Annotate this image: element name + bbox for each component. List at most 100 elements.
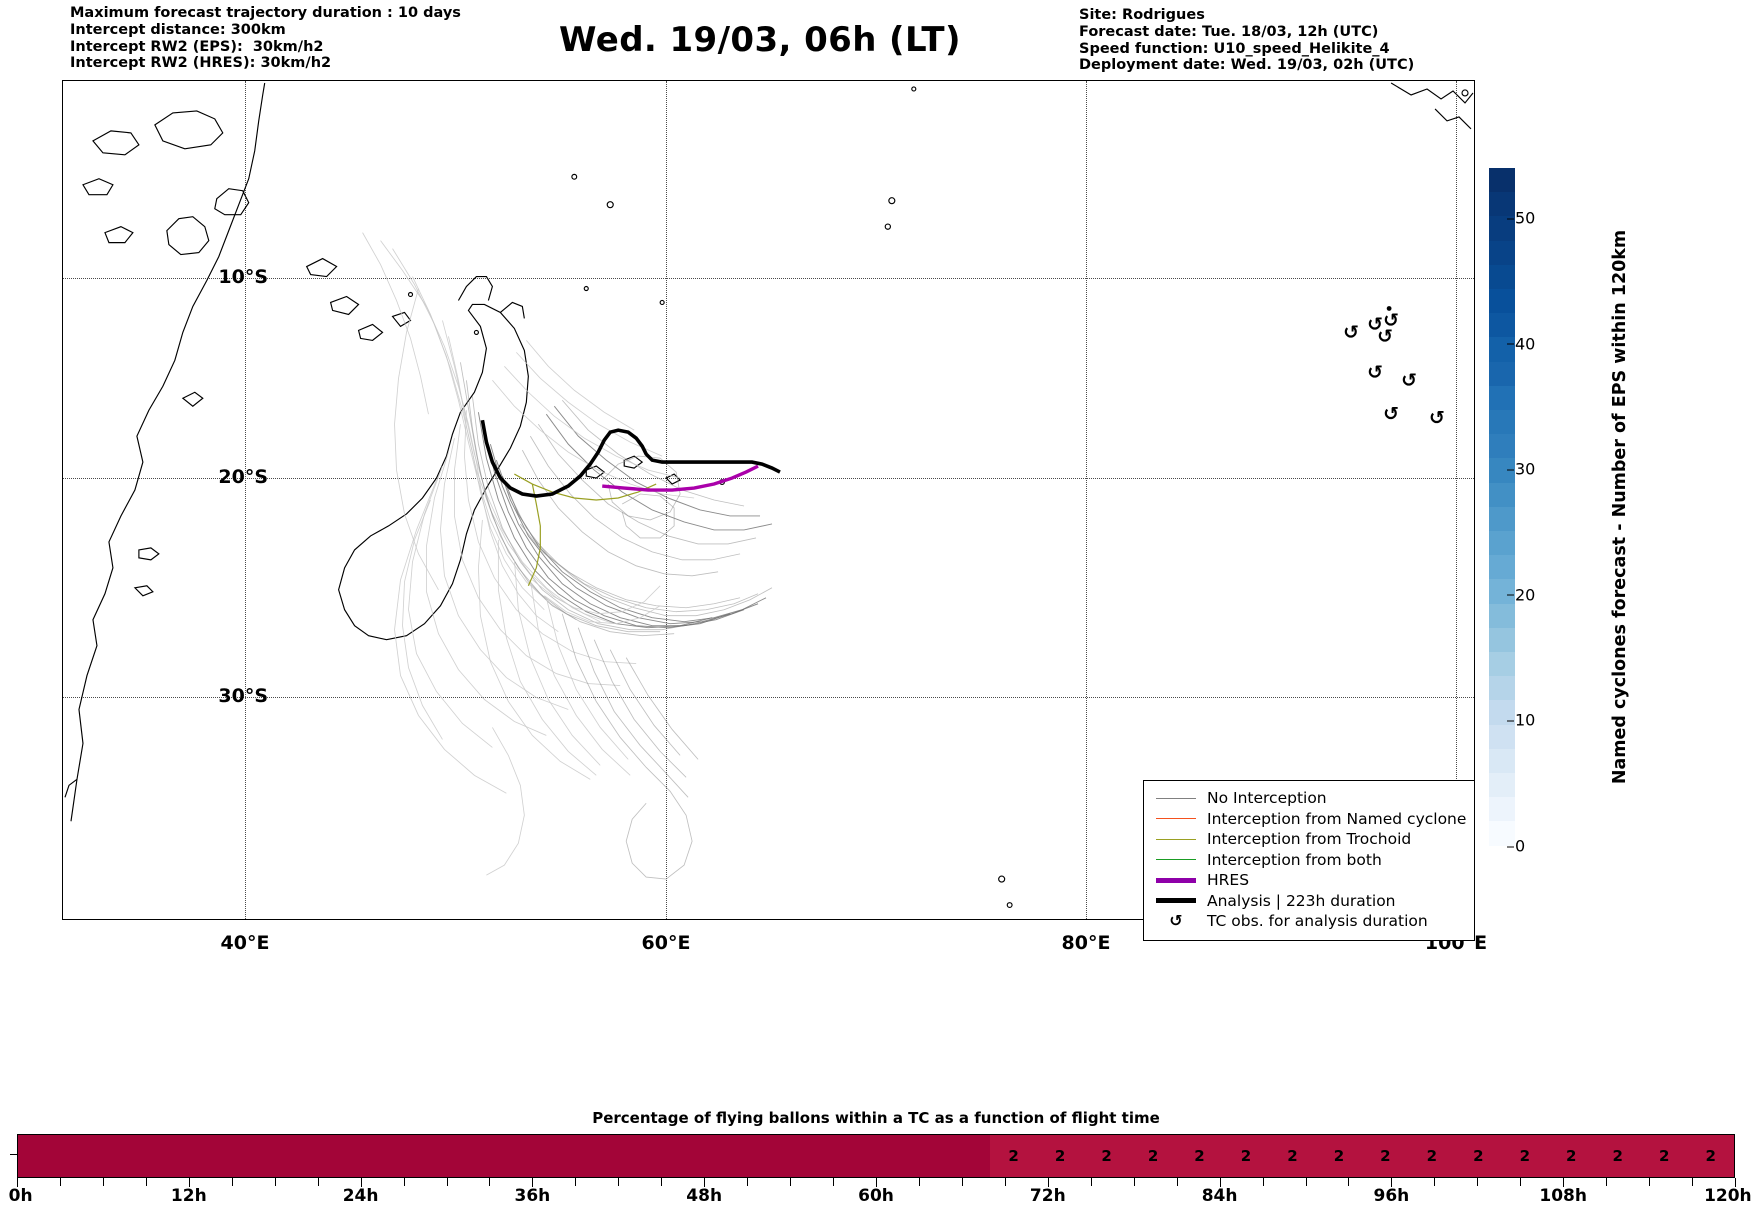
legend-label: TC obs. for analysis duration <box>1207 912 1428 931</box>
x-axis-minor-tick <box>661 1178 663 1186</box>
gridline-lon-80 <box>1086 81 1087 919</box>
lat-tick-30s: 30°S <box>218 685 268 707</box>
colorbar-segment <box>1489 216 1515 241</box>
colorbar-segment <box>1489 797 1515 822</box>
x-axis-major-tick <box>1047 1178 1049 1187</box>
colorbar-segment <box>1489 434 1515 459</box>
percentage-bar-value: 2 <box>1101 1147 1112 1165</box>
svg-text:↺: ↺ <box>1383 403 1399 425</box>
percentage-bar-title: Percentage of flying ballons within a TC… <box>592 1109 1160 1127</box>
percentage-bar: 2 2 2 2 2 2 2 2 2 2 2 2 2 2 2 2 <box>17 1134 1735 1178</box>
legend-label: Interception from Named cyclone <box>1207 809 1467 828</box>
x-axis-minor-tick <box>1434 1178 1436 1186</box>
x-axis-minor-tick <box>790 1178 792 1186</box>
x-axis-major-tick <box>704 1178 706 1187</box>
gridline-lon-60 <box>666 81 667 919</box>
percentage-bar-value: 2 <box>1287 1147 1298 1165</box>
x-axis-minor-tick <box>489 1178 491 1186</box>
x-axis-minor-tick <box>618 1178 620 1186</box>
percentage-bar-value: 2 <box>1194 1147 1205 1165</box>
colorbar-segment <box>1489 724 1515 749</box>
svg-text:↺: ↺ <box>1367 313 1383 335</box>
legend-line-swatch <box>1154 838 1198 840</box>
tc-obs-markers: ↺ ↺ ↺ ↺ ↺ ↺ ↺ ↺ <box>1343 306 1445 429</box>
x-axis-minor-tick <box>1606 1178 1608 1186</box>
x-axis-minor-tick <box>1004 1178 1006 1186</box>
x-axis-tick-label: 120h <box>1704 1186 1752 1206</box>
legend-line-swatch <box>1154 859 1198 861</box>
x-axis-tick-label: 108h <box>1539 1186 1587 1206</box>
x-axis-major-tick <box>360 1178 362 1187</box>
x-axis-major-tick <box>188 1178 190 1187</box>
legend-item-no-interception[interactable]: No Interception <box>1154 788 1464 809</box>
x-axis-minor-tick <box>1262 1178 1264 1186</box>
colorbar-segment <box>1489 773 1515 798</box>
legend-label: No Interception <box>1207 789 1327 808</box>
colorbar-tick-10: 10 <box>1506 710 1536 730</box>
svg-text:↺: ↺ <box>1383 309 1399 331</box>
x-axis-minor-tick <box>1649 1178 1651 1186</box>
x-axis-tick-label: 24h <box>342 1186 379 1206</box>
x-axis-minor-tick <box>1477 1178 1479 1186</box>
colorbar-segment <box>1489 289 1515 314</box>
x-axis-minor-tick <box>1305 1178 1307 1186</box>
x-axis-major-tick <box>532 1178 534 1187</box>
colorbar-segment <box>1489 748 1515 774</box>
x-axis-major-tick <box>1563 1178 1565 1187</box>
legend-item-trochoid[interactable]: Interception from Trochoid <box>1154 829 1464 850</box>
x-axis-tick-label: 0h <box>8 1186 33 1206</box>
legend-label: HRES <box>1207 871 1250 890</box>
x-axis-minor-tick <box>1090 1178 1092 1186</box>
colorbar-segment <box>1489 337 1515 362</box>
lon-tick-80e: 80°E <box>1061 932 1111 954</box>
x-axis-major-tick <box>1735 1178 1736 1187</box>
lat-tick-10s: 10°S <box>218 266 268 288</box>
x-axis-minor-tick <box>747 1178 749 1186</box>
legend-item-hres[interactable]: HRES <box>1154 870 1464 891</box>
colorbar-tick-30: 30 <box>1506 459 1536 479</box>
legend-line-swatch <box>1154 898 1198 904</box>
colorbar-segment <box>1489 652 1515 677</box>
legend-item-named-cyclone[interactable]: Interception from Named cyclone <box>1154 809 1467 830</box>
percentage-bar-value: 2 <box>1380 1147 1391 1165</box>
percentage-bar-segment <box>18 1135 991 1177</box>
percentage-bar-value: 2 <box>1240 1147 1252 1165</box>
legend-item-analysis[interactable]: Analysis | 223h duration <box>1154 891 1464 912</box>
x-axis-tick-label: 12h <box>170 1186 207 1206</box>
x-axis-minor-tick <box>833 1178 835 1186</box>
hres-track <box>602 464 759 492</box>
legend-item-both[interactable]: Interception from both <box>1154 850 1464 871</box>
x-axis-major-tick <box>876 1178 877 1187</box>
page-title: Wed. 19/03, 06h (LT) <box>559 20 961 60</box>
x-axis-minor-tick <box>274 1178 276 1186</box>
coastline-islands-north <box>82 110 412 341</box>
percentage-bar-value: 2 <box>1008 1147 1019 1165</box>
colorbar-segment <box>1489 482 1515 507</box>
colorbar <box>1489 168 1515 846</box>
colorbar-segment <box>1489 385 1515 411</box>
header-right-info: Site: Rodrigues Forecast date: Tue. 18/03… <box>1079 7 1415 74</box>
percentage-bar-left-tick <box>10 1154 17 1155</box>
svg-text:↺: ↺ <box>1343 321 1359 343</box>
gridline-lon-100 <box>1456 81 1457 919</box>
percentage-bar-value: 2 <box>1426 1147 1438 1165</box>
x-axis-minor-tick <box>1133 1178 1135 1186</box>
colorbar-segment <box>1489 676 1515 701</box>
legend-label: Interception from Trochoid <box>1207 830 1412 849</box>
colorbar-segment <box>1489 240 1515 265</box>
gridline-lat-30s <box>63 697 1474 698</box>
x-axis-major-tick <box>1391 1178 1393 1187</box>
colorbar-segment <box>1489 627 1515 653</box>
gridline-lon-40 <box>245 81 246 919</box>
percentage-bar-value: 2 <box>1612 1147 1623 1165</box>
x-axis-minor-tick <box>575 1178 577 1186</box>
x-axis-major-tick <box>1219 1178 1221 1187</box>
colorbar-segment <box>1489 264 1515 290</box>
legend-line-swatch <box>1154 818 1198 820</box>
svg-text:↺: ↺ <box>1367 361 1383 383</box>
legend-label: Interception from both <box>1207 850 1382 869</box>
lat-tick-20s: 20°S <box>218 466 268 488</box>
legend-item-tc-obs[interactable]: ↺ TC obs. for analysis duration <box>1154 911 1464 932</box>
x-axis-tick-label: 84h <box>1201 1186 1238 1206</box>
colorbar-segment <box>1489 192 1515 217</box>
